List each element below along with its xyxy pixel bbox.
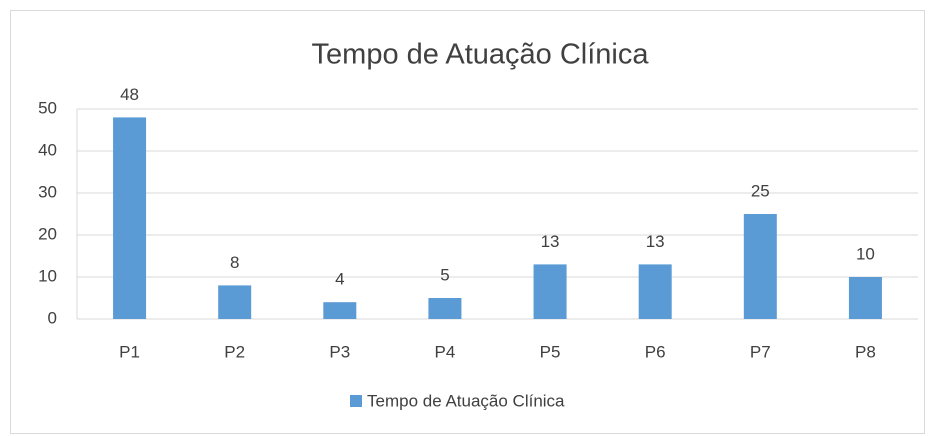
x-tick-label: P5 [540,342,561,361]
chart-frame [10,10,925,434]
bar [533,264,567,319]
legend-swatch [350,395,362,407]
data-label: 25 [751,181,770,200]
bar [638,264,672,319]
x-tick-label: P6 [645,342,666,361]
x-tick-label: P1 [119,342,140,361]
bar [848,277,882,319]
data-label: 13 [541,232,560,251]
bar [743,214,777,319]
data-label: 4 [335,270,344,289]
y-tick-label: 0 [48,308,57,327]
y-tick-label: 30 [38,182,57,201]
bar [428,298,462,319]
x-tick-label: P3 [329,342,350,361]
y-tick-label: 50 [38,98,57,117]
x-tick-label: P8 [855,342,876,361]
x-tick-label: P7 [750,342,771,361]
x-tick-label: P4 [435,342,456,361]
bar [113,117,147,320]
chart-title: Tempo de Atuação Clínica [312,39,650,71]
y-tick-label: 40 [38,140,57,159]
y-tick-label: 20 [38,224,57,243]
bar [323,302,357,319]
data-label: 5 [440,265,449,284]
data-label: 10 [856,244,875,263]
legend-label: Tempo de Atuação Clínica [367,391,565,410]
data-label: 48 [120,85,139,104]
x-tick-label: P2 [224,342,245,361]
bar [218,285,252,319]
data-label: 13 [646,232,665,251]
data-label: 8 [230,253,239,272]
y-tick-label: 10 [38,266,57,285]
